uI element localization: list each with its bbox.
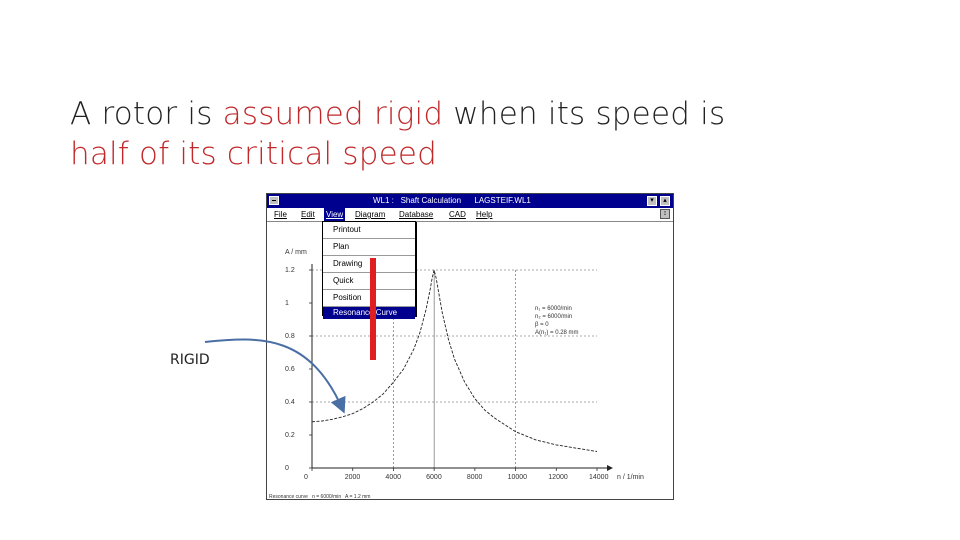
x-tick-label: 6000 bbox=[426, 474, 442, 481]
title-highlight-critical: half of its critical speed bbox=[70, 136, 438, 172]
rigid-speed-marker bbox=[370, 258, 377, 361]
slide-title: A rotor is assumed rigid when its speed … bbox=[70, 94, 830, 174]
x-axis-arrowhead bbox=[607, 465, 613, 471]
param-text: A(n₁) = 0.28 mm bbox=[535, 330, 579, 336]
x-axis-label: n / 1/min bbox=[617, 474, 644, 481]
title-text-1: A rotor is bbox=[70, 96, 223, 132]
y-tick-label: 0.4 bbox=[285, 399, 295, 406]
x-tick-label: 10000 bbox=[508, 474, 528, 481]
view-menu-item-quick[interactable]: Quick bbox=[323, 273, 415, 290]
y-tick-label: 0 bbox=[285, 465, 289, 472]
title-text-2: when its speed is bbox=[443, 96, 726, 132]
param-text: n₁ = 6000/min bbox=[535, 306, 572, 312]
menu-cad[interactable]: CAD bbox=[449, 210, 466, 219]
x-tick-label: 12000 bbox=[548, 474, 568, 481]
menu-bar: File Edit View Diagram Database CAD Help… bbox=[267, 208, 673, 222]
menu-view[interactable]: View bbox=[324, 208, 346, 221]
window-title: WL1 : Shaft Calculation LAGSTEIF.WL1 bbox=[373, 196, 531, 205]
menu-diagram[interactable]: Diagram bbox=[355, 210, 386, 219]
maximize-button[interactable]: ▴ bbox=[660, 196, 670, 206]
view-menu-item-plan[interactable]: Plan bbox=[323, 239, 415, 256]
system-menu-icon[interactable] bbox=[269, 196, 279, 205]
y-tick-label: 0.2 bbox=[285, 432, 295, 439]
x-tick-label: 2000 bbox=[345, 474, 361, 481]
view-menu-item-position[interactable]: Position bbox=[323, 290, 415, 307]
title-highlight-rigid: assumed rigid bbox=[222, 96, 444, 132]
menu-edit[interactable]: Edit bbox=[301, 210, 315, 219]
y-tick-label: 0.8 bbox=[285, 333, 295, 340]
x-tick-label: 4000 bbox=[385, 474, 401, 481]
view-menu-item-resonance-curve[interactable]: Resonance Curve bbox=[323, 307, 415, 319]
y-tick-label: 0.6 bbox=[285, 366, 295, 373]
view-menu-dropdown: Printout Plan Drawing Quick Position Res… bbox=[322, 221, 416, 319]
rigid-callout-label: RIGID bbox=[170, 352, 210, 368]
menu-file[interactable]: File bbox=[274, 210, 287, 219]
x-tick-label: 8000 bbox=[467, 474, 483, 481]
app-window: WL1 : Shaft Calculation LAGSTEIF.WL1 ▾ ▴… bbox=[266, 193, 674, 500]
restore-button[interactable]: ↕ bbox=[660, 209, 670, 219]
menu-database[interactable]: Database bbox=[399, 210, 434, 219]
param-text: n₂ = 6000/min bbox=[535, 314, 572, 320]
minimize-button[interactable]: ▾ bbox=[647, 196, 657, 206]
y-tick-label: 1 bbox=[285, 300, 289, 307]
window-titlebar: WL1 : Shaft Calculation LAGSTEIF.WL1 ▾ ▴ bbox=[267, 194, 673, 208]
view-menu-item-drawing[interactable]: Drawing bbox=[323, 256, 415, 273]
x-tick-label: 0 bbox=[304, 474, 308, 481]
param-text: β = 0 bbox=[535, 322, 549, 328]
resonance-curve-line bbox=[311, 269, 598, 452]
view-menu-item-printout[interactable]: Printout bbox=[323, 222, 415, 239]
menu-help[interactable]: Help bbox=[476, 210, 493, 219]
y-tick-label: 1.2 bbox=[285, 267, 295, 274]
y-axis-label: A / mm bbox=[285, 249, 307, 256]
status-bar-text: Resonance curve n = 6000/min A = 1.2 mm bbox=[269, 494, 371, 500]
x-tick-label: 14000 bbox=[589, 474, 609, 481]
